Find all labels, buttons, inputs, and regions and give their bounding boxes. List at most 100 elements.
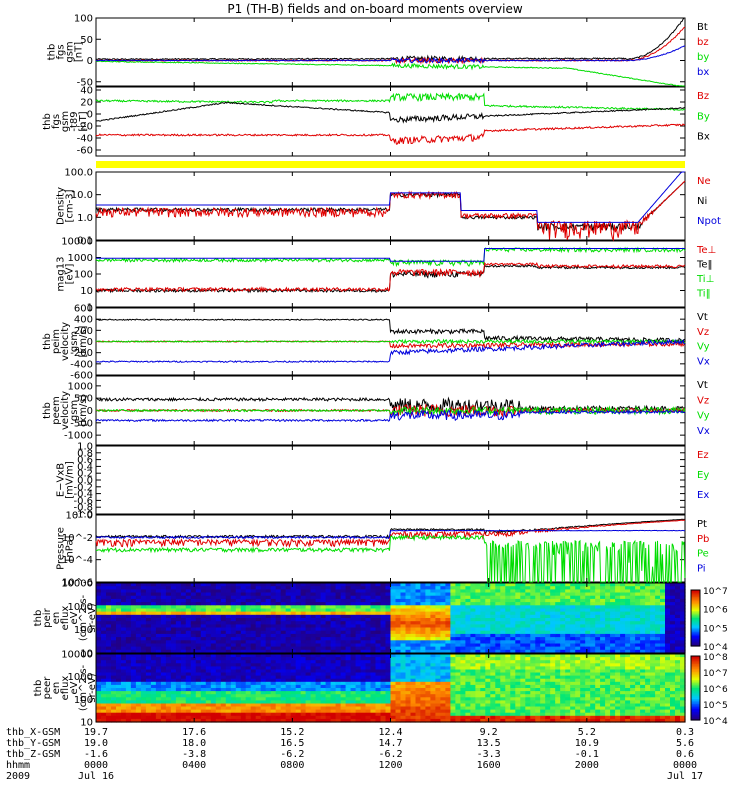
spectro-cell xyxy=(165,700,172,705)
spectro-cell xyxy=(96,621,102,625)
spectro-cell xyxy=(445,592,451,597)
spectro-cell xyxy=(280,643,287,648)
spectro-cell xyxy=(580,646,586,651)
spectro-cell xyxy=(485,589,491,594)
spectro-cell xyxy=(195,718,202,723)
spectro-cell xyxy=(170,595,177,600)
spectro-cell xyxy=(535,675,541,680)
spectro-cell xyxy=(630,605,636,610)
spectro-cell xyxy=(290,586,297,590)
spectro-cell xyxy=(585,637,591,641)
spectro-cell xyxy=(465,681,471,686)
spectro-cell xyxy=(480,598,486,603)
spectro-cell xyxy=(475,595,481,600)
spectro-cell xyxy=(560,657,566,661)
spectro-cell xyxy=(116,643,122,648)
spectro-cell xyxy=(345,589,352,594)
panel-9-ylabel: thb xyxy=(33,680,44,697)
spectro-cell xyxy=(430,694,436,698)
spectro-cell xyxy=(125,688,132,692)
spectro-cell xyxy=(96,589,102,594)
spectro-cell xyxy=(250,691,257,695)
spectro-cell xyxy=(450,618,456,622)
spectro-cell xyxy=(96,598,102,603)
spectro-cell xyxy=(125,697,132,701)
spectro-cell xyxy=(160,654,167,658)
spectro-cell xyxy=(455,654,461,658)
spectro-cell xyxy=(205,637,212,641)
spectro-cell xyxy=(530,694,536,698)
spectro-cell xyxy=(245,592,252,597)
spectro-cell xyxy=(240,618,247,622)
panel-1-ylabel: [nT] xyxy=(78,111,89,131)
spectro-cell xyxy=(565,602,571,606)
spectro-cell xyxy=(370,700,377,705)
spectro-cell xyxy=(660,637,666,641)
spectro-cell xyxy=(165,621,172,625)
spectro-cell xyxy=(165,627,172,632)
spectro-cell xyxy=(490,602,496,606)
spectro-cell xyxy=(565,694,571,698)
legend-Vz: Vz xyxy=(697,395,709,406)
spectro-cell xyxy=(355,700,362,705)
spectro-cell xyxy=(580,586,586,590)
spectro-cell xyxy=(300,598,307,603)
spectro-cell xyxy=(330,681,337,686)
spectro-cell xyxy=(205,669,212,674)
spectro-cell xyxy=(545,598,551,603)
spectro-cell xyxy=(480,618,486,622)
spectro-cell xyxy=(180,614,187,619)
spectro-cell xyxy=(365,712,372,717)
spectro-cell xyxy=(160,681,167,686)
spectro-cell xyxy=(300,614,307,619)
spectro-cell xyxy=(520,678,526,683)
spectro-cell xyxy=(495,649,501,654)
spectro-cell xyxy=(260,700,267,705)
spectro-cell xyxy=(675,605,681,610)
spectro-cell xyxy=(430,712,436,717)
spectro-cell xyxy=(560,627,566,632)
spectro-cell xyxy=(365,681,372,686)
spectro-cell xyxy=(520,697,526,701)
spectro-cell xyxy=(590,595,596,600)
spectro-cell xyxy=(590,614,596,619)
spectro-cell xyxy=(420,589,426,594)
spectro-cell xyxy=(345,640,352,645)
spectro-cell xyxy=(490,669,496,674)
spectro-cell xyxy=(470,688,476,692)
spectro-cell xyxy=(555,598,561,603)
spectro-cell xyxy=(101,608,107,613)
spectro-cell xyxy=(450,630,456,635)
spectro-cell xyxy=(390,624,397,629)
spectro-cell xyxy=(270,586,277,590)
spectro-cell xyxy=(475,592,481,597)
spectro-cell xyxy=(320,589,327,594)
spectro-cell xyxy=(465,598,471,603)
spectro-cell xyxy=(320,583,327,587)
spectro-cell xyxy=(125,624,132,629)
spectro-cell xyxy=(490,627,496,632)
spectro-cell xyxy=(305,654,312,658)
spectro-cell xyxy=(385,618,392,622)
spectro-cell xyxy=(400,605,407,610)
spectro-cell xyxy=(170,637,177,641)
spectro-cell xyxy=(650,589,656,594)
spectro-cell xyxy=(470,694,476,698)
spectro-cell xyxy=(150,660,157,664)
spectro-cell xyxy=(325,583,332,587)
spectro-cell xyxy=(495,583,501,587)
spectro-cell xyxy=(635,586,641,590)
spectro-cell xyxy=(415,712,422,717)
spectro-cell xyxy=(510,718,516,723)
spectro-cell xyxy=(640,627,646,632)
spectro-cell xyxy=(495,675,501,680)
spectro-cell xyxy=(610,614,616,619)
spectro-cell xyxy=(315,598,322,603)
spectro-cell xyxy=(530,663,536,667)
spectro-cell xyxy=(600,598,606,603)
spectro-cell xyxy=(450,598,456,603)
spectro-cell xyxy=(485,608,491,613)
spectro-cell xyxy=(525,691,531,695)
spectro-cell xyxy=(465,649,471,654)
spectro-cell xyxy=(275,630,282,635)
